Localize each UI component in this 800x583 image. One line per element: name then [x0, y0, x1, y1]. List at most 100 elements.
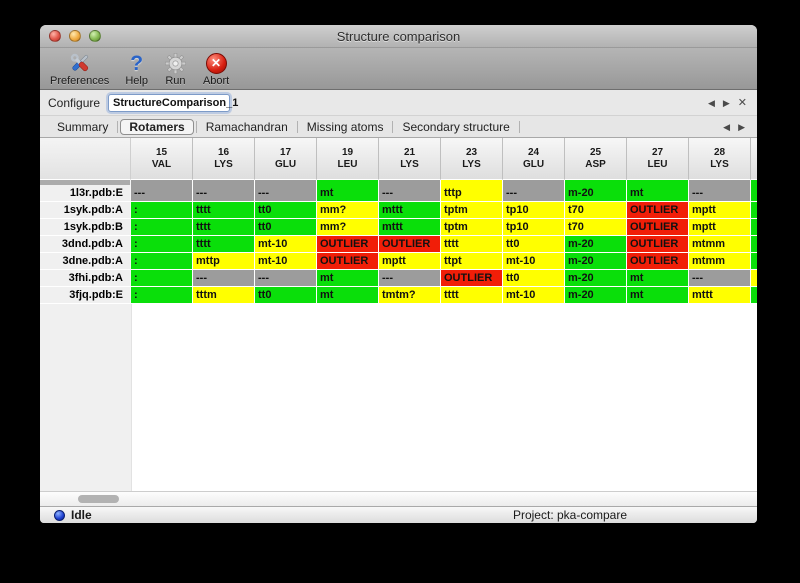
column-header-19[interactable]: 19 LEU: [317, 138, 379, 180]
rotamer-cell[interactable]: mptt: [379, 253, 441, 270]
rotamer-cell[interactable]: ---: [255, 270, 317, 287]
rotamer-cell[interactable]: ---: [131, 185, 193, 202]
minimize-button[interactable]: [69, 30, 81, 42]
rotamer-cell[interactable]: mt: [317, 287, 379, 304]
configure-next-icon[interactable]: ▶: [722, 97, 730, 108]
row-label[interactable]: 1l3r.pdb:E: [40, 185, 131, 202]
rotamer-cell[interactable]: mtmm: [689, 236, 751, 253]
rotamer-cell[interactable]: OUTLIER: [379, 236, 441, 253]
horizontal-scrollbar[interactable]: [40, 491, 757, 506]
column-header-28[interactable]: 28 LYS: [689, 138, 751, 180]
help-button[interactable]: ? Help: [125, 51, 148, 88]
rotamer-cell[interactable]: OUTLIER: [627, 202, 689, 219]
rotamer-cell[interactable]: mttt: [379, 202, 441, 219]
column-header-15[interactable]: 15 VAL: [131, 138, 193, 180]
rotamer-cell[interactable]: :: [131, 202, 193, 219]
rotamer-cell[interactable]: m-20: [565, 253, 627, 270]
rotamer-cell[interactable]: tttt: [193, 219, 255, 236]
column-header-24[interactable]: 24 GLU: [503, 138, 565, 180]
rotamer-cell[interactable]: mt: [627, 270, 689, 287]
rotamer-cell[interactable]: OUTLIER: [627, 219, 689, 236]
row-label[interactable]: 3fjq.pdb:E: [40, 287, 131, 304]
rotamer-cell[interactable]: mm?: [317, 202, 379, 219]
rotamer-cell[interactable]: tttt: [193, 202, 255, 219]
configure-close-icon[interactable]: ✕: [737, 96, 747, 109]
rotamer-cell[interactable]: ---: [689, 185, 751, 202]
column-header-27[interactable]: 27 LEU: [627, 138, 689, 180]
rotamer-cell[interactable]: ---: [193, 185, 255, 202]
rotamer-cell[interactable]: tp10: [503, 202, 565, 219]
rotamer-cell[interactable]: :: [131, 219, 193, 236]
abort-button[interactable]: ✕ Abort: [203, 51, 229, 87]
rotamer-cell[interactable]: tt0: [255, 219, 317, 236]
rotamer-cell[interactable]: tttt: [441, 236, 503, 253]
tab-secondary-structure[interactable]: Secondary structure: [402, 119, 510, 134]
rotamer-cell[interactable]: tt0: [503, 236, 565, 253]
rotamer-cell[interactable]: tttt: [441, 287, 503, 304]
run-button[interactable]: Run: [164, 51, 187, 87]
rotamer-cell[interactable]: m-20: [565, 185, 627, 202]
rotamer-cell[interactable]: t70: [565, 219, 627, 236]
rotamer-cell[interactable]: mptt: [689, 202, 751, 219]
rotamer-cell[interactable]: tt0: [503, 270, 565, 287]
rotamer-cell[interactable]: tptm: [441, 202, 503, 219]
rotamer-cell[interactable]: mm?: [317, 219, 379, 236]
rotamer-cell[interactable]: mttt: [379, 219, 441, 236]
rotamer-cell[interactable]: OUTLIER: [317, 253, 379, 270]
row-label[interactable]: 1syk.pdb:A: [40, 202, 131, 219]
rotamer-cell[interactable]: mt-10: [255, 236, 317, 253]
rotamer-cell[interactable]: tt0: [255, 202, 317, 219]
tabs-prev-icon[interactable]: ◀: [723, 121, 731, 132]
rotamer-cell[interactable]: :: [131, 287, 193, 304]
rotamer-cell[interactable]: ---: [379, 185, 441, 202]
rotamer-cell[interactable]: mttt: [689, 287, 751, 304]
tab-missing-atoms[interactable]: Missing atoms: [306, 119, 384, 134]
rotamer-cell[interactable]: ---: [255, 185, 317, 202]
column-header-21[interactable]: 21 LYS: [379, 138, 441, 180]
rotamer-cell[interactable]: mt: [317, 185, 379, 202]
rotamer-cell[interactable]: mptt: [689, 219, 751, 236]
configure-prev-icon[interactable]: ◀: [707, 97, 715, 108]
rotamer-cell[interactable]: tt0: [255, 287, 317, 304]
tab-summary[interactable]: Summary: [57, 119, 109, 134]
rotamer-cell[interactable]: :: [131, 236, 193, 253]
rotamer-cell[interactable]: t70: [565, 202, 627, 219]
configure-input[interactable]: StructureComparison_1: [108, 93, 238, 112]
rotamer-cell[interactable]: ---: [193, 270, 255, 287]
tab-ramachandran[interactable]: Ramachandran: [205, 119, 288, 134]
rotamer-cell[interactable]: m-20: [565, 287, 627, 304]
preferences-button[interactable]: Preferences: [50, 51, 109, 87]
rotamer-cell[interactable]: mt: [627, 287, 689, 304]
rotamer-cell[interactable]: tttm: [193, 287, 255, 304]
rotamer-cell[interactable]: mt-10: [503, 253, 565, 270]
tabs-next-icon[interactable]: ▶: [738, 121, 745, 132]
rotamer-cell[interactable]: :: [131, 253, 193, 270]
rotamer-cell[interactable]: mtmm: [689, 253, 751, 270]
rotamer-cell[interactable]: ---: [503, 185, 565, 202]
rotamer-cell[interactable]: tttp: [441, 185, 503, 202]
row-label[interactable]: 1syk.pdb:B: [40, 219, 131, 236]
rotamer-cell[interactable]: tptm: [441, 219, 503, 236]
rotamer-cell[interactable]: OUTLIER: [627, 236, 689, 253]
rotamer-cell[interactable]: m-20: [565, 270, 627, 287]
column-header-23[interactable]: 23 LYS: [441, 138, 503, 180]
rotamer-cell[interactable]: OUTLIER: [627, 253, 689, 270]
rotamer-cell[interactable]: mt-10: [503, 287, 565, 304]
rotamer-cell[interactable]: ---: [379, 270, 441, 287]
tab-rotamers[interactable]: Rotamers: [120, 118, 194, 135]
rotamer-cell[interactable]: OUTLIER: [317, 236, 379, 253]
rotamer-cell[interactable]: mt-10: [255, 253, 317, 270]
row-label[interactable]: 3fhi.pdb:A: [40, 270, 131, 287]
rotamer-cell[interactable]: m-20: [565, 236, 627, 253]
close-button[interactable]: [49, 30, 61, 42]
rotamer-cell[interactable]: ttpt: [441, 253, 503, 270]
column-header-17[interactable]: 17 GLU: [255, 138, 317, 180]
row-label[interactable]: 3dnd.pdb:A: [40, 236, 131, 253]
title-bar[interactable]: Structure comparison: [40, 25, 757, 48]
row-label[interactable]: 3dne.pdb:A: [40, 253, 131, 270]
rotamer-cell[interactable]: OUTLIER: [441, 270, 503, 287]
column-header-16[interactable]: 16 LYS: [193, 138, 255, 180]
rotamer-cell[interactable]: mttp: [193, 253, 255, 270]
rotamer-cell[interactable]: mt: [627, 185, 689, 202]
rotamer-cell[interactable]: tmtm?: [379, 287, 441, 304]
